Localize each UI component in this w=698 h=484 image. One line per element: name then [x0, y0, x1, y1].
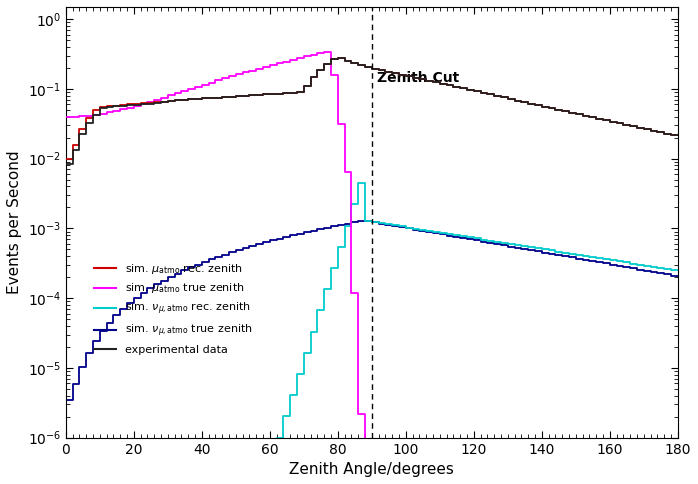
- Y-axis label: Events per Second: Events per Second: [7, 151, 22, 294]
- Legend: sim. $\mu_{\rm atmo}$ rec. zenith, sim. $\mu_{\rm atmo}$ true zenith, sim. $\nu_: sim. $\mu_{\rm atmo}$ rec. zenith, sim. …: [90, 257, 258, 360]
- Text: Zenith Cut: Zenith Cut: [377, 71, 459, 85]
- X-axis label: Zenith Angle/degrees: Zenith Angle/degrees: [290, 462, 454, 477]
